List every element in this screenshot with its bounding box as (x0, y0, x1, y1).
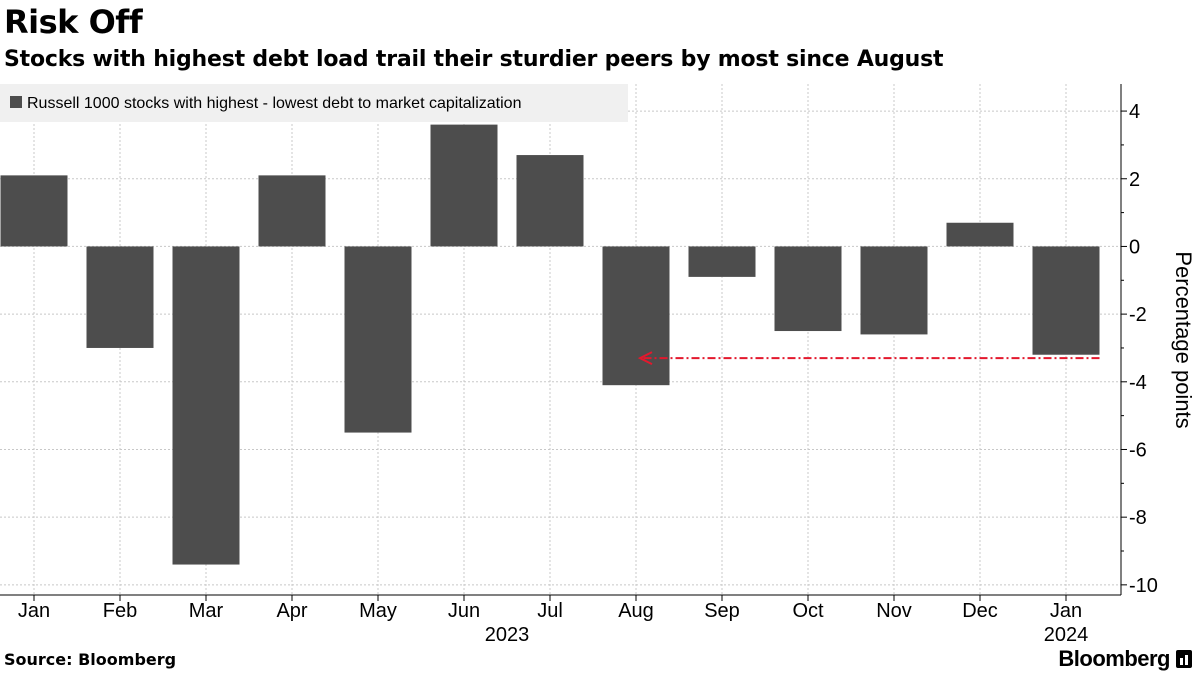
bar (430, 124, 498, 247)
legend-swatch (10, 96, 22, 108)
x-tick-label: Feb (103, 600, 137, 622)
bar (344, 246, 412, 433)
legend-label: Russell 1000 stocks with highest - lowes… (27, 95, 521, 112)
bar (688, 246, 756, 277)
y-tick-label: -4 (1129, 372, 1147, 394)
x-tick-label: Mar (189, 600, 224, 622)
x-tick-label: Jul (537, 600, 563, 622)
bar (86, 246, 154, 348)
y-tick-label: -2 (1129, 304, 1147, 326)
y-tick-label: -10 (1129, 575, 1158, 597)
legend: Russell 1000 stocks with highest - lowes… (0, 84, 628, 122)
x-tick-label: Oct (792, 600, 824, 622)
bar (258, 175, 326, 247)
brand-logo: Bloomberg (1058, 646, 1170, 671)
chart-title: Risk Off (4, 3, 143, 41)
x-tick-label: Sep (704, 600, 740, 622)
chart-subtitle: Stocks with highest debt load trail thei… (4, 47, 944, 72)
y-tick-label: -6 (1129, 439, 1147, 461)
bar (774, 246, 842, 332)
x-tick-label: Jan (18, 600, 50, 622)
x-tick-label: Apr (276, 600, 307, 622)
bar (1032, 246, 1100, 355)
x-tick-label: May (359, 600, 397, 622)
bar (946, 222, 1014, 247)
annotations (637, 351, 1100, 366)
x-year-label: 2024 (1044, 624, 1089, 646)
x-tick-label: Dec (962, 600, 998, 622)
x-year-label: 2023 (485, 624, 530, 646)
x-tick-label: Aug (618, 600, 654, 622)
x-tick-label: Jun (448, 600, 480, 622)
bar (860, 246, 928, 335)
bar (602, 246, 670, 386)
x-tick-label: Nov (876, 600, 912, 622)
bar (516, 155, 584, 247)
bars (0, 124, 1100, 565)
source-note: Source: Bloomberg (4, 650, 177, 669)
legend-background (0, 84, 628, 122)
y-tick-label: -8 (1129, 507, 1147, 529)
axes: 4 2 0 -2 -4 -6 -8 -10 Percentage points Jan Feb Mar… (0, 84, 1196, 646)
x-tick-label: Jan (1050, 600, 1082, 622)
bloomberg-terminal-icon (1176, 650, 1192, 668)
annotation-arrow-head (637, 351, 653, 366)
y-tick-label: 2 (1129, 169, 1140, 191)
y-tick-label: 4 (1129, 101, 1140, 123)
y-tick-label: 0 (1129, 236, 1140, 258)
y-axis-label: Percentage points (1171, 251, 1196, 428)
bar (0, 175, 68, 247)
bar (172, 246, 240, 565)
